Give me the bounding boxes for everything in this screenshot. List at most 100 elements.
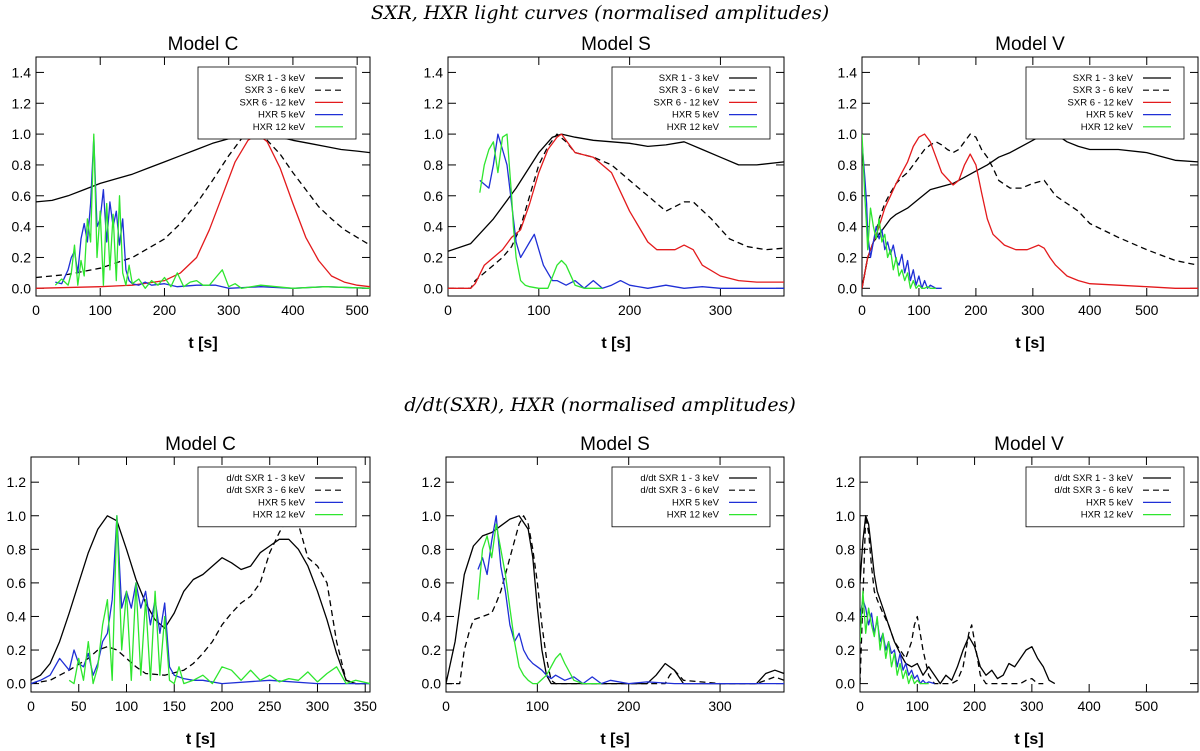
x-tick-label: 0 — [32, 302, 40, 318]
legend-label: HXR 5 keV — [672, 110, 720, 121]
legend-label: d/dt SXR 3 - 6 keV — [640, 485, 719, 496]
plot-frame — [447, 56, 785, 297]
x-tick-label: 100 — [89, 302, 113, 318]
y-tick-label: 1.0 — [422, 508, 442, 524]
series-line — [862, 133, 1198, 289]
plot-frame — [445, 456, 785, 693]
y-tick-label: 1.2 — [836, 474, 856, 490]
series-line — [860, 590, 929, 685]
series-line — [54, 133, 370, 289]
x-tick-label: 200 — [617, 698, 641, 714]
x-tick-label: 100 — [906, 698, 930, 714]
x-tick-label: 250 — [258, 698, 282, 714]
x-tick-label: 300 — [1020, 698, 1044, 714]
series-line — [477, 515, 784, 685]
x-tick-label: 150 — [163, 698, 187, 714]
x-tick-label: 300 — [306, 698, 330, 714]
series-line — [446, 515, 784, 685]
y-tick-label: 0.8 — [838, 157, 858, 173]
series-line — [862, 133, 1198, 289]
chart-panel-6: Model V 0 100 200 300 400 500 0.0 0.2 0.4 0.6 0.8 1.… — [836, 434, 1199, 748]
x-tick-label: 200 — [153, 302, 177, 318]
x-tick-label: 200 — [963, 698, 987, 714]
legend-label: HXR 5 keV — [672, 497, 720, 508]
x-tick-label: 0 — [858, 302, 866, 318]
y-tick-label: 1.2 — [7, 474, 27, 490]
y-tick-label: 0.4 — [12, 219, 32, 235]
y-tick-label: 0.4 — [838, 219, 858, 235]
y-tick-label: 0.4 — [836, 608, 856, 624]
y-tick-label: 1.0 — [12, 126, 32, 142]
bottom-row-title: d/dt(SXR), HXR (normalised amplitudes) — [404, 394, 796, 416]
legend-label: HXR 12 keV — [667, 510, 720, 521]
chart-title: Model C — [165, 434, 236, 455]
chart-title: Model V — [994, 434, 1064, 455]
y-tick-label: 1.2 — [422, 474, 442, 490]
x-tick-label: 300 — [708, 698, 732, 714]
series-line — [448, 133, 784, 252]
x-tick-label: 50 — [71, 698, 87, 714]
x-axis-label: t [s] — [188, 335, 217, 352]
legend-label: SXR 3 - 6 keV — [1073, 85, 1134, 96]
series-line — [31, 515, 366, 685]
y-tick-label: 0.4 — [424, 219, 444, 235]
legend-box — [1025, 466, 1185, 528]
y-tick-label: 0.4 — [422, 608, 442, 624]
y-tick-label: 0.0 — [836, 676, 856, 692]
y-tick-label: 0.6 — [12, 188, 32, 204]
legend-label: SXR 1 - 3 keV — [1073, 73, 1134, 84]
y-tick-label: 0.2 — [7, 642, 27, 658]
plot-frame — [35, 56, 371, 297]
legend-box — [611, 466, 771, 528]
x-tick-label: 200 — [210, 698, 234, 714]
x-tick-label: 0 — [27, 698, 35, 714]
y-tick-label: 0.0 — [424, 280, 444, 296]
x-axis-label: t [s] — [1014, 731, 1043, 748]
y-tick-label: 1.0 — [7, 508, 27, 524]
legend-label: SXR 6 - 12 keV — [1068, 97, 1134, 108]
series-line — [36, 133, 370, 289]
y-tick-label: 0.2 — [838, 249, 858, 265]
legend-label: SXR 1 - 3 keV — [659, 73, 720, 84]
legend-label: SXR 6 - 12 keV — [654, 97, 720, 108]
chart-panel-4: Model C 0 50 100 150 200 250 300 350 0.0 0.2 0.4 0.6… — [7, 434, 378, 748]
y-tick-label: 0.6 — [836, 575, 856, 591]
legend-label: SXR 6 - 12 keV — [240, 97, 306, 108]
legend-label: HXR 12 keV — [253, 122, 306, 133]
legend-box — [197, 466, 357, 528]
legend-label: SXR 3 - 6 keV — [659, 85, 720, 96]
y-tick-label: 1.2 — [12, 95, 32, 111]
x-tick-label: 500 — [1135, 698, 1159, 714]
y-tick-label: 0.2 — [836, 642, 856, 658]
y-tick-label: 0.0 — [7, 676, 27, 692]
x-tick-label: 350 — [354, 698, 378, 714]
x-axis-label: t [s] — [601, 335, 630, 352]
x-tick-label: 100 — [527, 302, 551, 318]
series-line — [68, 515, 370, 685]
legend-label: SXR 3 - 6 keV — [245, 85, 306, 96]
y-tick-label: 0.0 — [838, 280, 858, 296]
chart-title: Model V — [995, 34, 1065, 55]
y-tick-label: 0.2 — [12, 249, 32, 265]
legend-label: SXR 1 - 3 keV — [245, 73, 306, 84]
plot-frame — [861, 56, 1199, 297]
legend-label: HXR 5 keV — [1086, 497, 1134, 508]
series-line — [479, 133, 603, 289]
y-tick-label: 0.4 — [7, 608, 27, 624]
chart-title: Model C — [168, 34, 239, 55]
y-tick-label: 1.4 — [424, 64, 444, 80]
y-tick-label: 0.8 — [7, 541, 27, 557]
y-tick-label: 1.4 — [12, 64, 32, 80]
x-tick-label: 200 — [618, 302, 642, 318]
x-tick-label: 400 — [1078, 302, 1102, 318]
x-tick-label: 100 — [115, 698, 139, 714]
chart-title: Model S — [580, 434, 650, 455]
x-axis-label: t [s] — [186, 731, 215, 748]
legend-label: d/dt SXR 3 - 6 keV — [226, 485, 305, 496]
x-axis-label: t [s] — [1015, 335, 1044, 352]
series-line — [860, 515, 1056, 685]
y-tick-label: 0.6 — [7, 575, 27, 591]
series-line — [479, 133, 784, 289]
x-axis-label: t [s] — [600, 731, 629, 748]
